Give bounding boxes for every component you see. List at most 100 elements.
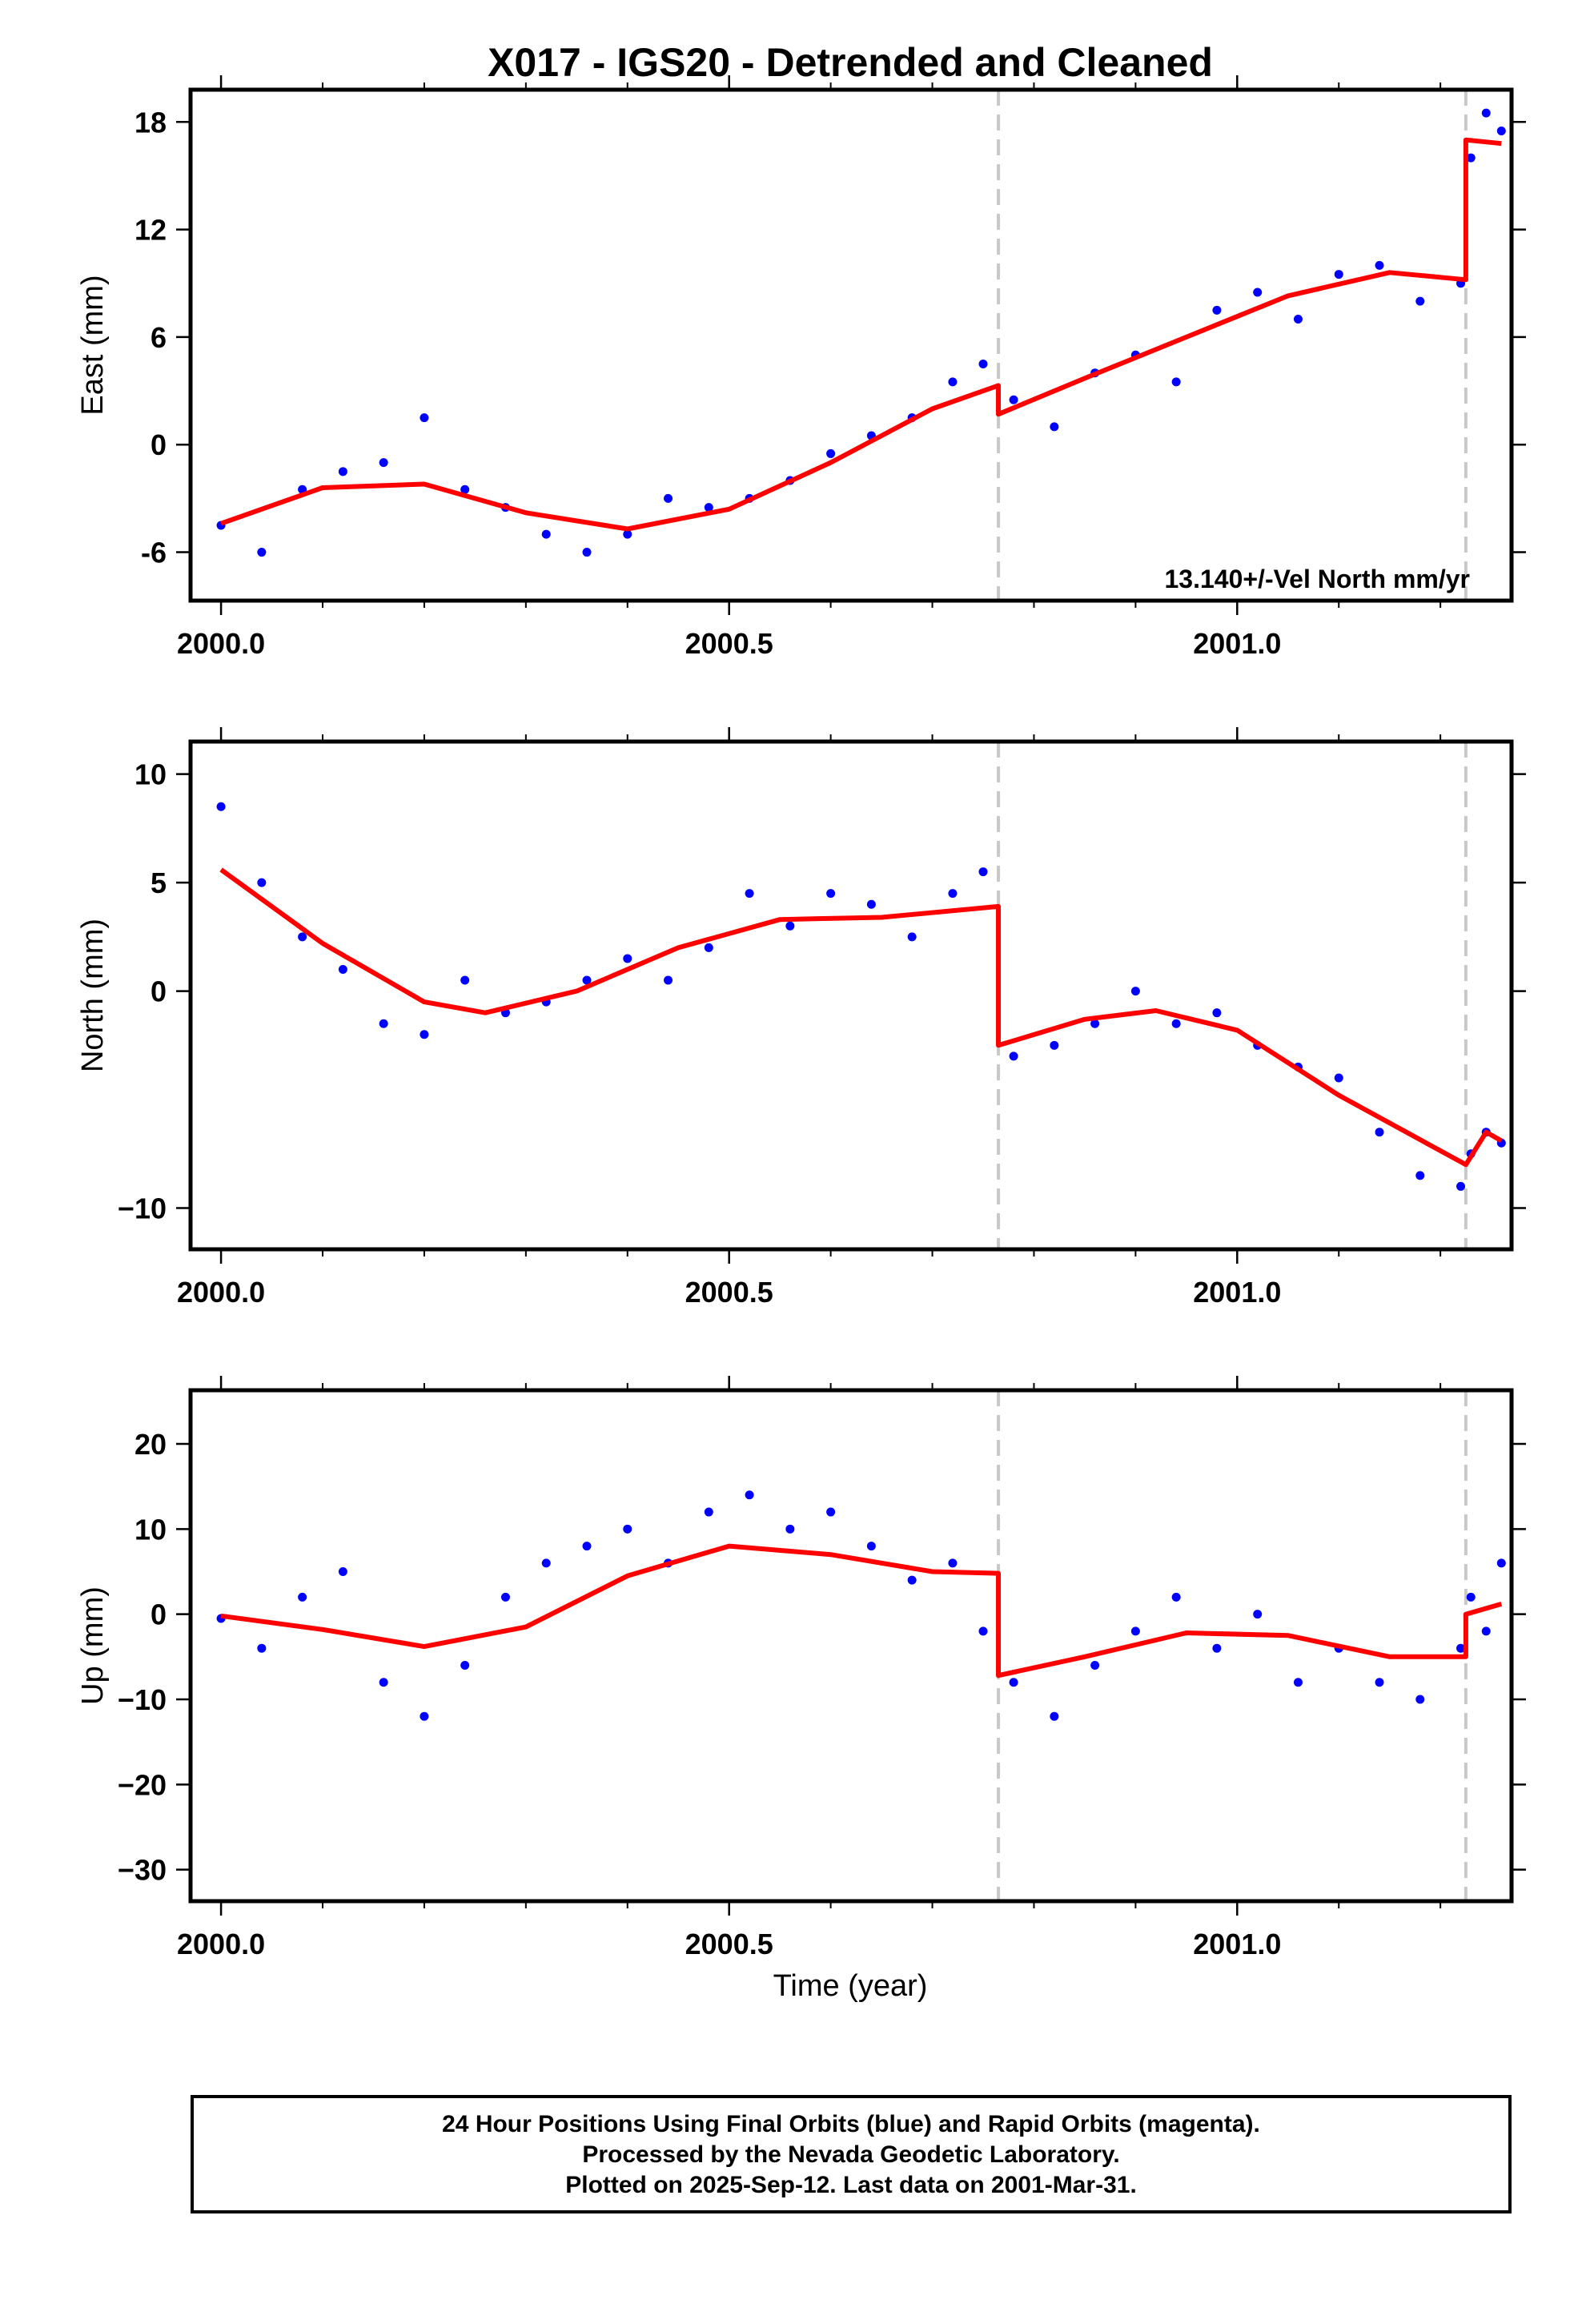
data-point <box>1212 305 1222 315</box>
data-point <box>420 1711 429 1721</box>
data-point <box>745 1490 754 1500</box>
data-point <box>907 932 917 942</box>
plot-frame <box>188 1388 1514 1904</box>
data-point <box>1130 1626 1140 1636</box>
model-fit-line <box>219 867 1503 1168</box>
y-tick-label: 0 <box>151 975 167 1008</box>
data-point <box>745 889 754 899</box>
y-tick-label: 10 <box>135 758 167 791</box>
data-point <box>664 975 673 985</box>
data-point <box>1171 1592 1181 1602</box>
y-axis-label: Up (mm) <box>76 1586 110 1705</box>
panel-north: 2000.0 2000.5 2001.0 10 5 0 −10 North (mm) <box>76 727 1526 1309</box>
data-point <box>1009 1051 1018 1061</box>
data-point <box>907 1575 917 1585</box>
data-point <box>257 548 267 557</box>
data-point <box>379 458 388 468</box>
data-point <box>1415 1171 1425 1180</box>
data-point <box>1496 126 1506 135</box>
y-tick-label: -6 <box>141 537 167 569</box>
data-point <box>785 1524 795 1534</box>
y-tick-label: 12 <box>135 214 167 247</box>
data-point <box>541 1558 551 1568</box>
data-point <box>1466 1592 1476 1602</box>
data-point <box>1456 1181 1466 1191</box>
data-point <box>1171 1019 1181 1028</box>
x-tick-label: 2001.0 <box>1193 627 1281 660</box>
data-point <box>257 1643 267 1653</box>
data-point <box>826 1507 836 1517</box>
data-point <box>1334 270 1343 279</box>
x-axis-label: Time (year) <box>773 1969 928 2003</box>
data-point <box>1171 377 1181 387</box>
data-point <box>1293 315 1303 324</box>
data-point <box>948 377 958 387</box>
y-tick-label: 0 <box>151 428 167 461</box>
x-tick-label: 2000.5 <box>685 1928 773 1960</box>
data-point <box>978 1626 988 1636</box>
data-point <box>704 1507 713 1517</box>
data-point <box>1050 1711 1059 1721</box>
data-point <box>420 1030 429 1039</box>
data-point <box>298 932 307 942</box>
data-point <box>1415 1695 1425 1704</box>
y-tick-label: 6 <box>151 321 167 354</box>
y-axis-label: East (mm) <box>76 275 110 415</box>
data-point <box>866 899 876 909</box>
y-tick-label: −20 <box>118 1768 167 1801</box>
y-tick-label: −10 <box>118 1683 167 1716</box>
y-tick-label: 5 <box>151 866 167 899</box>
footer-line-2: Processed by the Nevada Geodetic Laborat… <box>582 2141 1120 2168</box>
data-point <box>460 485 470 494</box>
data-point <box>1466 153 1476 163</box>
velocity-annotation: 13.140+/-Vel North mm/yr <box>1164 565 1470 593</box>
data-point <box>1481 1626 1491 1636</box>
footer-box: 24 Hour Positions Using Final Orbits (bl… <box>191 2095 1512 2213</box>
data-point <box>1130 987 1140 996</box>
data-point <box>257 878 267 887</box>
data-point <box>582 1542 592 1551</box>
y-tick-label: −30 <box>118 1854 167 1887</box>
data-point <box>948 1558 958 1568</box>
x-tick-label: 2001.0 <box>1193 1276 1281 1309</box>
data-point <box>420 413 429 423</box>
data-point <box>541 529 551 539</box>
data-point <box>460 975 470 985</box>
data-point <box>1090 1660 1100 1670</box>
data-point <box>338 964 347 974</box>
x-tick-label: 2000.0 <box>177 1276 265 1309</box>
data-point <box>1375 260 1384 270</box>
data-point <box>1496 1558 1506 1568</box>
data-point <box>1090 1019 1100 1028</box>
data-point <box>1009 1678 1018 1687</box>
y-tick-label: 0 <box>151 1598 167 1631</box>
data-point <box>379 1678 388 1687</box>
y-tick-label: 18 <box>135 106 167 139</box>
data-point <box>338 467 347 476</box>
x-tick-label: 2000.5 <box>685 1276 773 1309</box>
data-point <box>978 867 988 877</box>
panel-up: 2000.0 2000.5 2001.0 20 10 0 −10 −20 −30 Up (mm) <box>76 1376 1526 1960</box>
data-point <box>826 448 836 458</box>
panel-east: 2000.0 2000.5 2001.0 18 12 6 0 -6 East (mm) 13.14… <box>76 75 1526 660</box>
data-point <box>298 1592 307 1602</box>
data-point <box>866 1542 876 1551</box>
x-tick-label: 2000.0 <box>177 1928 265 1960</box>
data-point <box>460 1660 470 1670</box>
data-point <box>1050 1040 1059 1050</box>
plot-frame <box>188 87 1514 603</box>
y-tick-label: 10 <box>135 1513 167 1546</box>
data-point <box>216 802 226 811</box>
data-point <box>1212 1643 1222 1653</box>
data-point <box>1212 1008 1222 1018</box>
data-point <box>338 1566 347 1576</box>
data-point <box>1293 1678 1303 1687</box>
plot-frame <box>188 739 1514 1252</box>
chart-title: X017 - IGS20 - Detrended and Cleaned <box>488 40 1213 85</box>
data-point <box>1375 1128 1384 1137</box>
data-point <box>1481 108 1491 118</box>
data-point <box>1334 1073 1343 1083</box>
x-tick-label: 2000.5 <box>685 627 773 660</box>
data-point <box>1253 287 1263 297</box>
